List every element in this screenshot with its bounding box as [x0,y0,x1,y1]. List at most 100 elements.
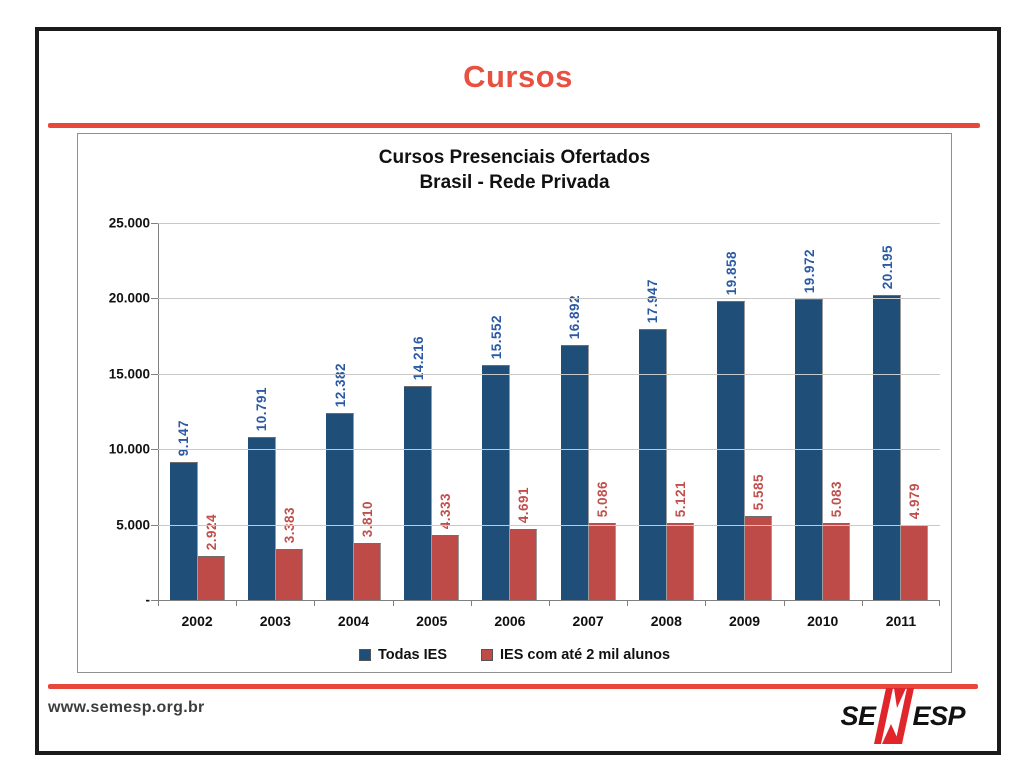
bar-group-2010: 19.972 5.083 [784,223,862,600]
bar-column: 3.810 [354,223,381,600]
bar-group-2006: 15.552 4.691 [471,223,549,600]
x-axis-category-label: 2008 [650,613,682,629]
y-axis-tick [151,600,158,601]
bar-value-label: 5.585 [751,473,767,510]
bar-group-2002: 9.147 2.924 [158,223,236,600]
logo-text-prefix: SE [840,700,876,731]
gridline [158,223,940,224]
bar-value-label: 19.972 [801,248,817,293]
y-axis-labels: 25.000 20.000 15.000 10.000 5.000 - [78,216,150,608]
bar-column: 5.086 [588,223,616,600]
bar-group-2003: 10.791 3.383 [236,223,314,600]
bar-column: 5.585 [745,223,773,600]
bar [354,543,381,600]
bar [197,556,225,600]
bar-column: 14.216 [404,223,433,600]
bar [275,549,303,600]
legend-item: IES com até 2 mil alunos [481,647,670,663]
y-axis-tick-label: 25.000 [108,215,150,231]
x-axis-category-label: 2003 [259,613,291,629]
x-axis-labels: 2002 2003 2004 2005 2006 2007 2008 2009 2010 2011 [158,613,940,629]
bar-value-label: 9.147 [176,419,192,456]
x-axis-category-label: 2007 [572,613,604,629]
bar-value-label: 20.195 [879,244,895,289]
x-axis-category-label: 2005 [416,613,448,629]
bar [901,525,929,600]
bar-column: 5.083 [823,223,851,600]
bar [404,386,433,600]
bar-group-2007: 16.892 5.086 [549,223,627,600]
x-axis-tick [314,600,315,606]
bar-value-label: 15.552 [488,314,504,359]
x-axis-tick [236,600,237,606]
x-axis-category-label: 2009 [728,613,761,629]
gridline [158,374,940,375]
top-divider-rule [48,123,980,128]
bar-column: 19.858 [717,223,746,600]
logo-m-icon [874,688,915,744]
x-axis-tick [393,600,394,606]
y-axis-tick-label: 10.000 [108,441,150,457]
legend-label: Todas IES [377,647,447,663]
y-axis-tick-label: 5.000 [116,517,150,533]
chart-subtitle: Brasil - Rede Privada [419,172,610,193]
legend-marker-icon [481,649,493,661]
slide-title: Cursos [463,59,573,94]
bar-column: 19.972 [795,223,824,600]
bar-group-2011: 20.195 4.979 [862,223,940,600]
x-axis-category-label: 2002 [181,613,213,629]
bar-column: 9.147 [169,223,198,600]
bar-value-label: 4.979 [907,482,923,519]
bar [510,529,538,600]
bar-column: 17.947 [638,223,667,600]
bar-column: 16.892 [560,223,589,600]
x-axis-category-label: 2010 [807,613,839,629]
x-axis-tick [784,600,785,606]
chart-panel: Cursos Presenciais Ofertados Brasil - Re… [77,133,952,673]
bar-value-label: 2.924 [203,513,219,550]
bar [666,523,694,600]
bar-column: 3.383 [275,223,303,600]
bar [873,295,902,600]
x-axis-tick [627,600,628,606]
bar-value-label: 16.892 [567,294,583,339]
logo-text-suffix: ESP [912,700,965,731]
semesp-logo: SE ESP [840,687,965,745]
x-axis-tick [862,600,863,606]
chart-title-block: Cursos Presenciais Ofertados Brasil - Re… [78,145,951,195]
bar-column: 4.691 [510,223,538,600]
gridline [158,525,940,526]
legend-marker-icon [358,649,371,661]
bottom-divider-rule [48,684,978,689]
x-axis-category-label: 2011 [885,613,917,629]
chart-title: Cursos Presenciais Ofertados [378,147,651,168]
bar-value-label: 5.121 [672,480,688,517]
bar-column: 10.791 [247,223,276,600]
bar-groups: 9.1472.92410.7913.38312.3823.81014.2164.… [158,223,940,600]
bar [247,437,276,600]
bar-column: 15.552 [482,223,511,600]
y-axis-tick [151,449,158,450]
bar-value-label: 19.858 [723,250,739,295]
bar [588,523,616,600]
legend-item: Todas IES [358,647,447,663]
bar-value-label: 4.333 [438,492,454,529]
bar-value-label: 17.947 [645,278,661,323]
bar-value-label: 5.086 [594,480,610,517]
plot-area: 9.1472.92410.7913.38312.3823.81014.2164.… [151,223,940,606]
y-axis-tick [151,525,158,526]
bar-value-label: 4.691 [516,486,532,523]
gridline [158,449,940,450]
bar-group-2009: 19.858 5.585 [705,223,783,600]
y-axis-tick [151,374,158,375]
bar [638,329,667,600]
bar [482,365,511,600]
x-axis-tick [471,600,472,606]
x-axis-tick [939,600,940,606]
y-axis-tick-label: 20.000 [108,290,150,306]
x-axis-tick [549,600,550,606]
bar-value-label: 10.791 [254,386,270,431]
bar-column: 20.195 [873,223,902,600]
bar-value-label: 12.382 [332,362,348,407]
